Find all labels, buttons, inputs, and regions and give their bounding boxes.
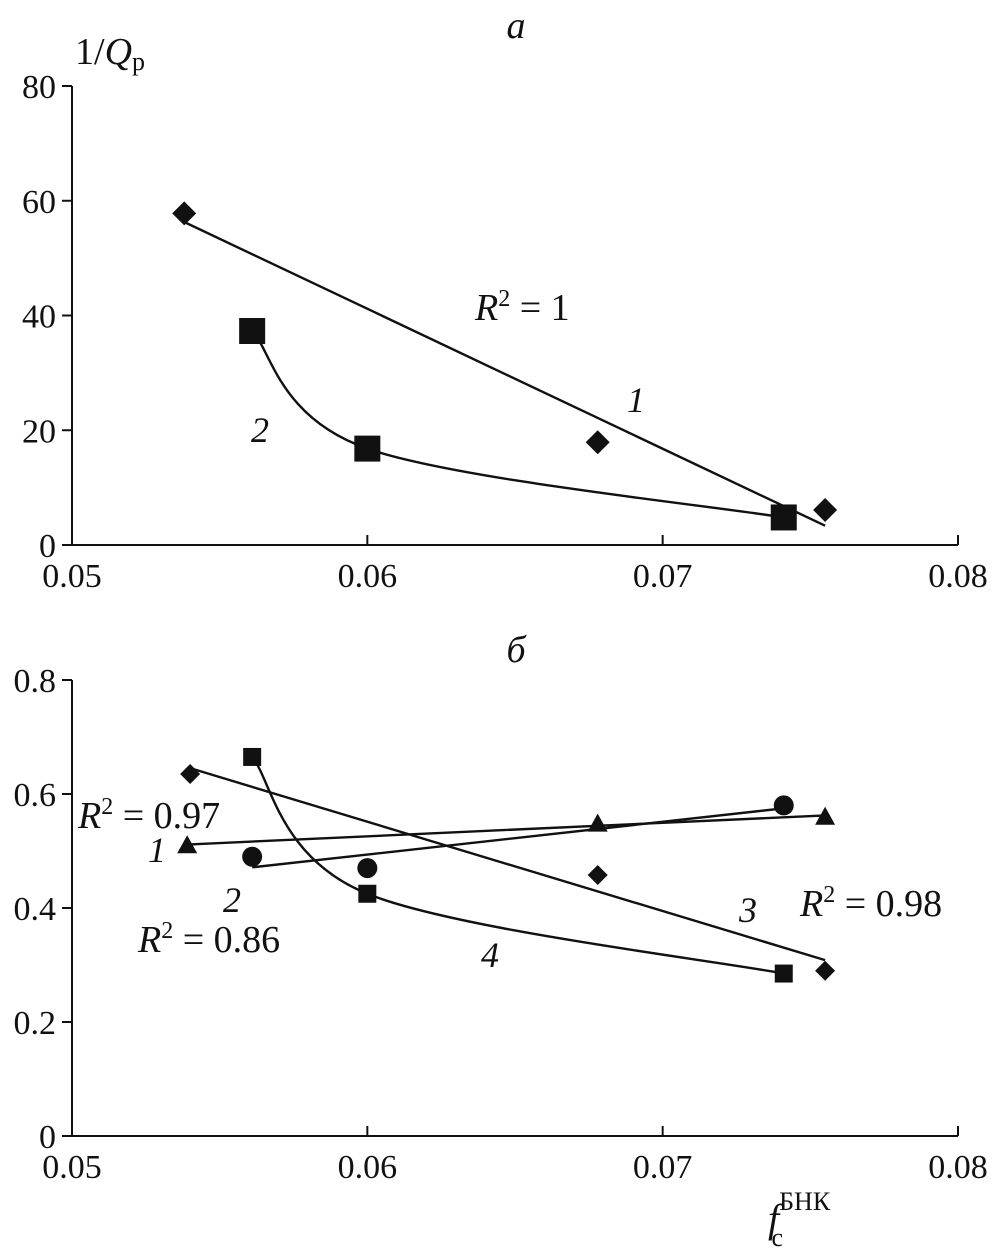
panel-a-point-series-1 [172, 201, 197, 226]
panel-b-x-tick-label: 0.05 [42, 1149, 102, 1186]
panel-a-y-tick-label: 80 [22, 69, 56, 106]
panel-b-point-series-3 [815, 960, 836, 981]
panel-a-y-axis-label: 1/Qр [75, 31, 145, 76]
panel-a-x-tick-label: 0.05 [42, 558, 102, 595]
panel-b-y-tick-label: 0.8 [14, 663, 57, 700]
panel-a-r2-series-1: R2 = 1 [474, 286, 570, 329]
panel-b-y-tick-label: 0 [39, 1119, 56, 1156]
panel-b-point-series-1 [815, 806, 836, 825]
panel-b-fit-series-3 [189, 767, 826, 962]
panel-b-fit-series-1 [187, 814, 826, 846]
panel-b-point-series-2 [357, 858, 378, 879]
panel-a-point-series-1 [813, 498, 838, 523]
panel-b-r2-series-3: R2 = 0.98 [799, 882, 942, 925]
panel-a-point-series-2 [354, 435, 381, 462]
panel-b-axes [71, 680, 958, 1137]
panel-a-ticks: 0.05 0.06 0.07 0.08 0 20 40 60 80 [22, 69, 988, 595]
panel-b-series-3-label: 3 [738, 890, 757, 930]
panel-a-y-tick-label: 0 [39, 528, 56, 565]
panel-b-r2-series-2: R2 = 0.86 [137, 918, 280, 961]
panel-a-y-label-main: 1/ [75, 31, 105, 73]
panel-b-x-tick-label: 0.06 [338, 1149, 398, 1186]
panel-b-point-series-3 [180, 764, 201, 785]
panel-b-y-tick-label: 0.4 [14, 891, 57, 928]
panel-a-y-label-sub: р [132, 47, 145, 76]
panel-a-y-tick-label: 40 [22, 299, 56, 336]
panel-b-x-label-sub: с [772, 1223, 784, 1252]
panel-b-point-series-1 [177, 835, 198, 854]
panel-a-point-series-2 [239, 317, 266, 344]
panel-b-ticks: 0.05 0.06 0.07 0.08 0 0.2 0.4 0.6 0.8 [14, 663, 988, 1186]
panel-b-y-tick-label: 0.6 [14, 777, 57, 814]
panel-b-x-label-sup: БНК [779, 1187, 831, 1216]
panel-b-series-1-label: 1 [148, 830, 166, 870]
panel-b-letter: б [506, 629, 527, 671]
panel-b-point-series-2 [773, 795, 794, 816]
panel-a-fit-lines [183, 220, 826, 527]
panel-b-fit-series-2 [252, 807, 784, 869]
panel-a-series-1-label: 1 [627, 380, 645, 420]
panel-b-point-series-3 [587, 864, 608, 885]
panel-a-y-label-var: Q [105, 31, 132, 73]
panel-b-series-4-label: 4 [481, 935, 499, 975]
panel-b-series-2-label: 2 [223, 880, 241, 920]
panel-b-point-series-4 [243, 747, 262, 766]
panel-b-x-tick-label: 0.07 [633, 1149, 693, 1186]
panel-b: б 0.05 0.06 0.07 0.08 0 0.2 0.4 0.6 0.8 R2 = 0.9… [14, 629, 988, 1252]
panel-a-fit-series-2 [251, 330, 784, 519]
panel-a-point-series-1 [585, 430, 610, 455]
panel-a-x-tick-label: 0.08 [928, 558, 988, 595]
panel-b-r2-series-1: R2 = 0.97 [77, 794, 220, 837]
panel-a-markers [172, 201, 838, 531]
panel-a-y-tick-label: 60 [22, 184, 56, 221]
panel-b-point-series-2 [242, 846, 263, 867]
panel-b-x-axis-label: fБНК с [768, 1187, 831, 1252]
panel-a-y-tick-label: 20 [22, 413, 56, 450]
panel-a-fit-series-1 [183, 220, 826, 527]
panel-a-x-tick-label: 0.06 [338, 558, 398, 595]
panel-b-markers [177, 747, 836, 983]
panel-b-y-tick-label: 0.2 [14, 1005, 57, 1042]
panel-a-series-2-label: 2 [251, 410, 269, 450]
panel-b-fit-lines [187, 756, 826, 975]
panel-b-point-series-4 [774, 964, 793, 983]
panel-b-x-tick-label: 0.08 [928, 1149, 988, 1186]
panel-a-x-tick-label: 0.07 [633, 558, 693, 595]
panel-b-point-series-4 [358, 884, 377, 903]
panel-a-point-series-2 [770, 504, 797, 531]
panel-a-letter: а [507, 5, 526, 47]
panel-b-fit-series-4 [251, 756, 784, 975]
panel-b-point-series-1 [587, 813, 608, 832]
